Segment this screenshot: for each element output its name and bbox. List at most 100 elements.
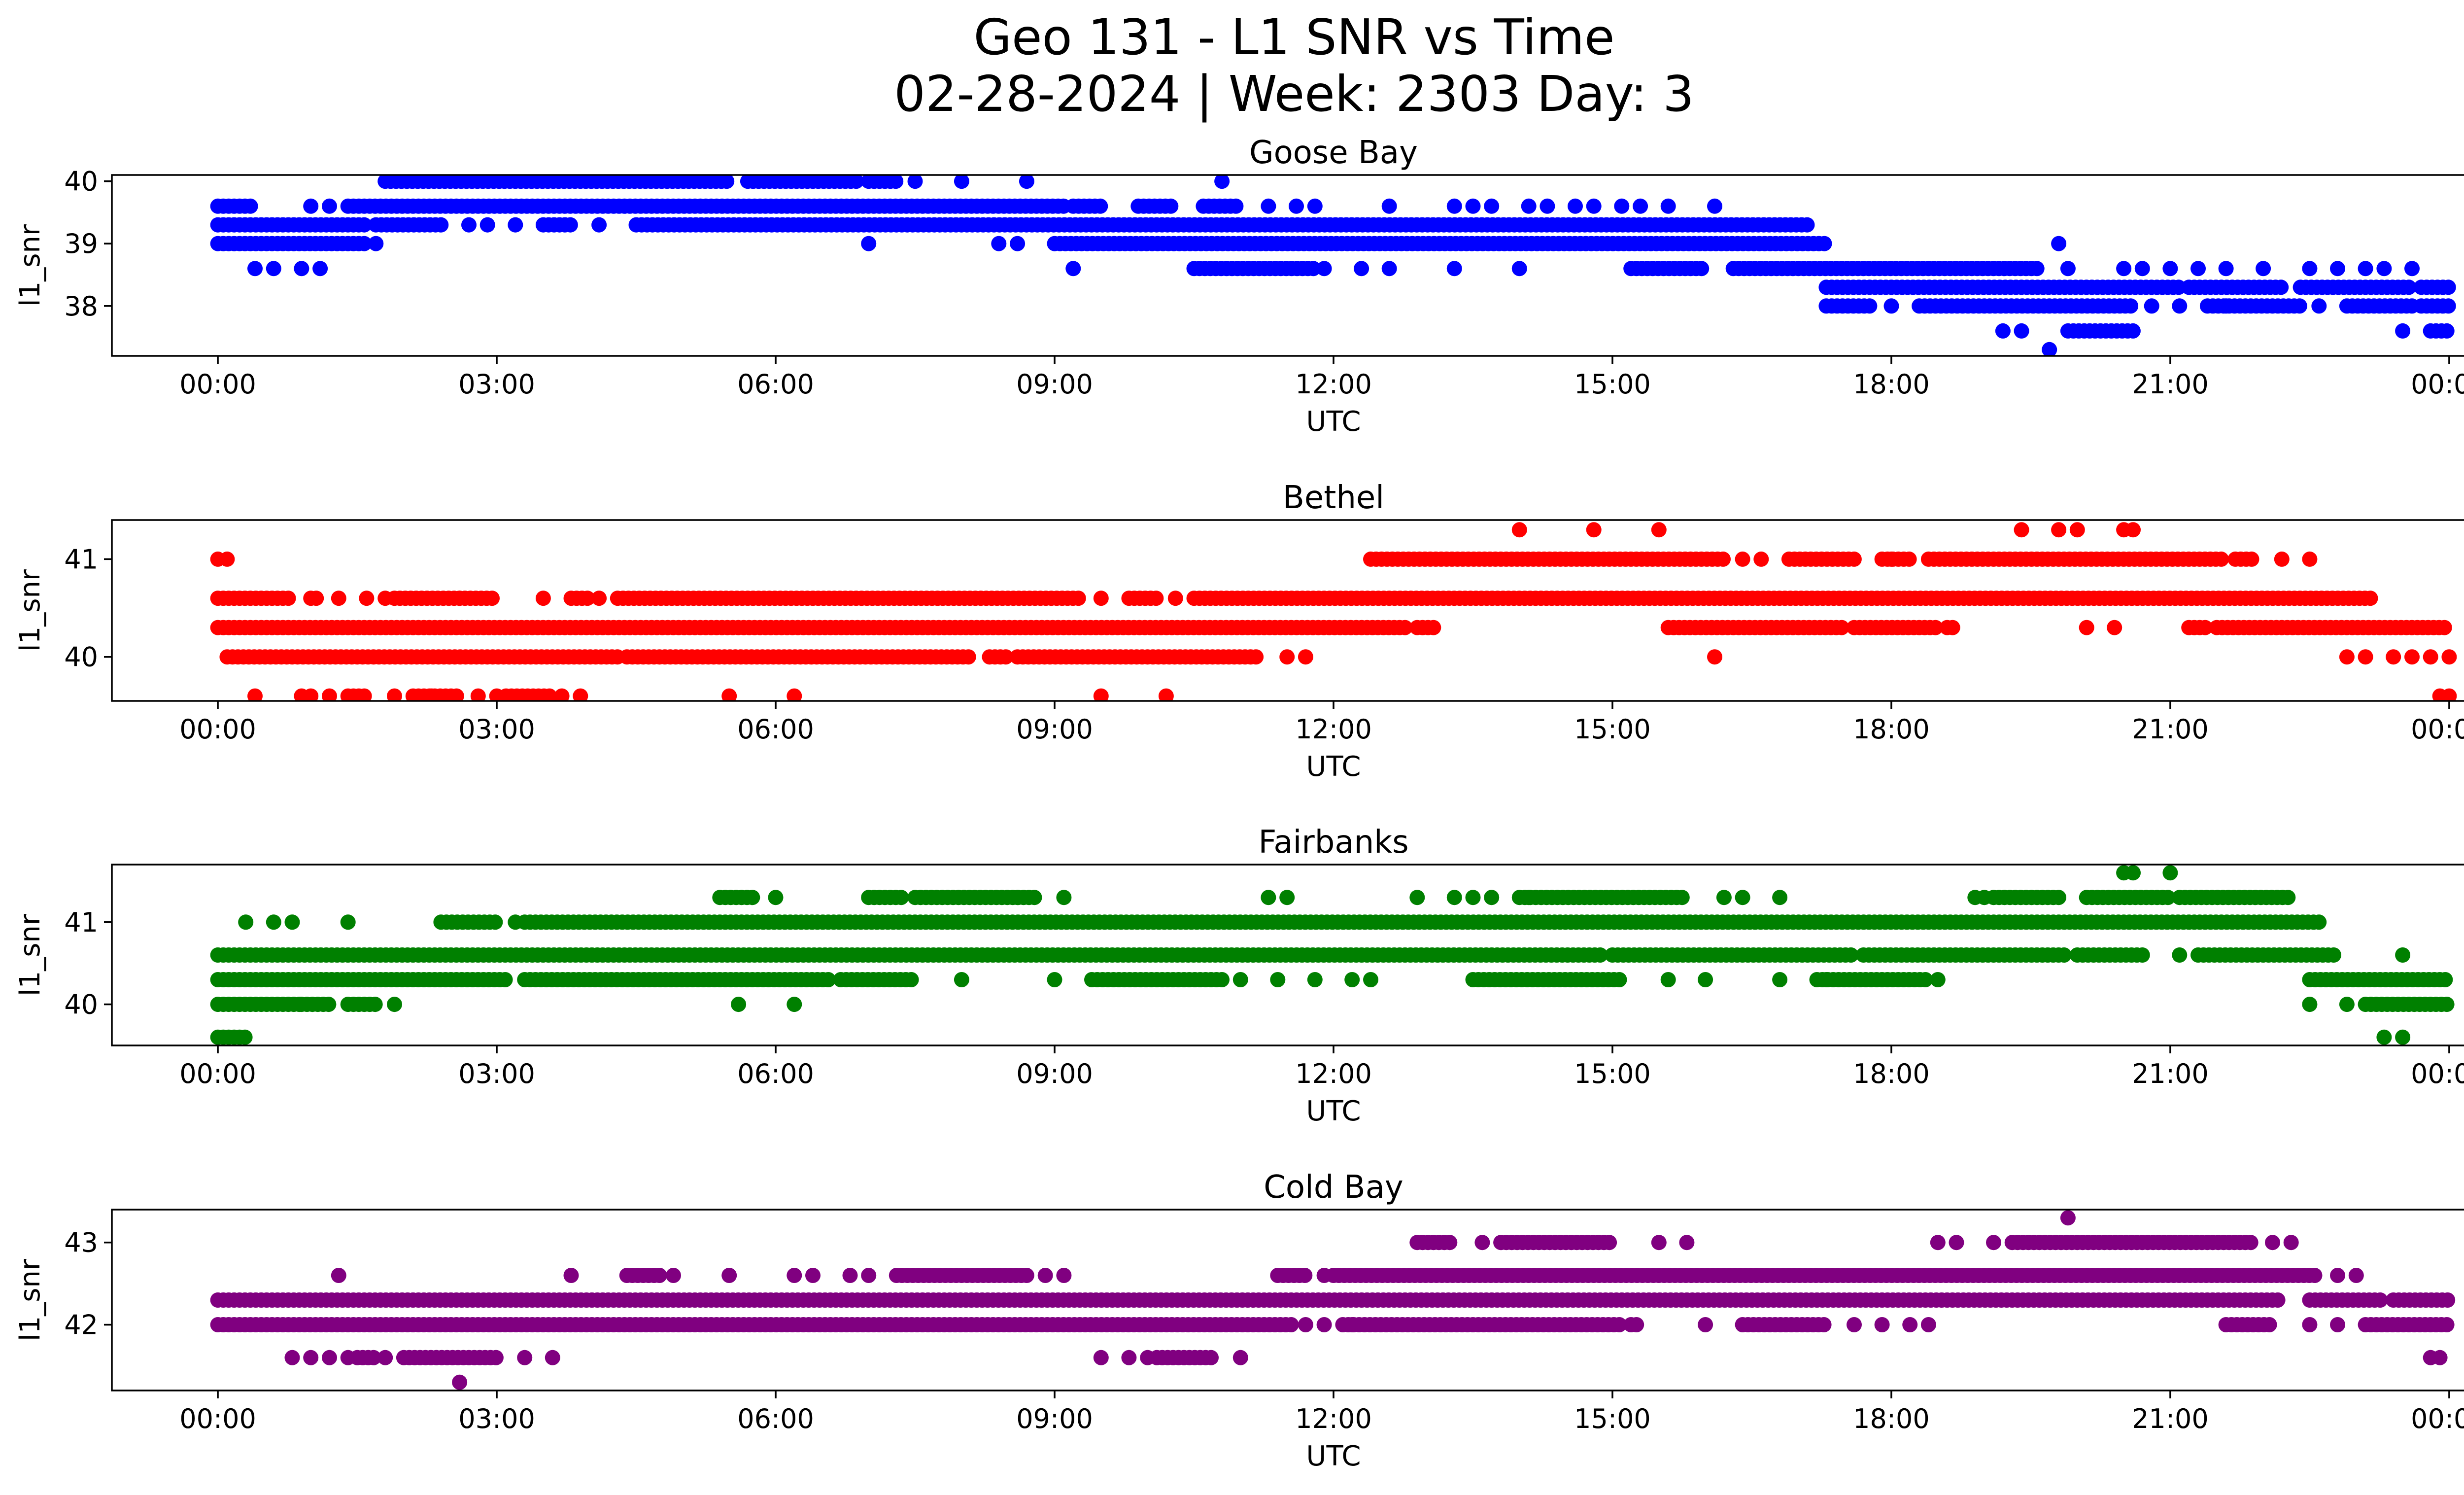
data-point [1902, 1317, 1918, 1332]
data-point [1019, 1268, 1034, 1283]
data-point [1214, 972, 1230, 987]
data-point [2372, 1292, 2388, 1308]
data-point [479, 217, 495, 233]
data-point [1316, 1268, 1332, 1283]
x-tick-label: 00:00 [2411, 369, 2464, 400]
data-point [731, 997, 747, 1012]
data-point [1442, 1235, 1458, 1251]
data-point [893, 890, 909, 905]
data-point [1056, 1268, 1072, 1283]
data-point [1465, 890, 1481, 905]
data-point [1093, 198, 1108, 214]
data-point [842, 1268, 858, 1283]
data-point [2029, 261, 2045, 277]
data-point [580, 591, 595, 606]
data-point [1511, 261, 1527, 277]
data-point [1735, 551, 1750, 567]
data-point [1799, 217, 1815, 233]
data-point [322, 1350, 337, 1365]
data-point [768, 890, 784, 905]
data-point [1995, 323, 2011, 339]
data-point [1949, 1235, 1964, 1251]
data-point [508, 914, 523, 930]
data-point [356, 236, 372, 251]
data-point [2404, 261, 2420, 277]
data-point [2162, 865, 2178, 881]
data-point [387, 688, 402, 701]
data-point [487, 914, 503, 930]
data-point [2330, 261, 2345, 277]
data-point [308, 591, 324, 606]
data-point [535, 591, 551, 606]
data-point [321, 997, 337, 1012]
data-point [1203, 1350, 1219, 1365]
x-axis-label: UTC [1306, 406, 1361, 438]
data-point [2439, 323, 2455, 339]
data-point [424, 688, 440, 701]
data-point [1270, 972, 1286, 987]
data-point [1698, 1317, 1713, 1332]
data-point [2280, 890, 2296, 905]
data-point [2436, 620, 2452, 635]
y-tick-label: 41 [64, 544, 98, 575]
data-point [461, 217, 477, 233]
data-point [1862, 298, 1878, 314]
data-point [2386, 649, 2401, 665]
data-point [448, 688, 464, 701]
y-tick-label: 42 [64, 1310, 98, 1341]
x-tick-label: 06:00 [737, 714, 814, 745]
data-point [356, 688, 372, 701]
data-point [322, 198, 337, 214]
x-tick-label: 21:00 [2132, 1403, 2209, 1434]
data-point [1816, 1317, 1832, 1332]
data-point [1633, 198, 1648, 214]
data-point [1651, 522, 1667, 538]
data-point [1883, 298, 1899, 314]
data-point [1660, 198, 1676, 214]
x-tick-label: 00:00 [179, 1403, 256, 1434]
x-tick-label: 15:00 [1574, 369, 1651, 400]
data-point [2265, 1235, 2280, 1251]
x-tick-label: 03:00 [458, 1403, 535, 1434]
data-point [545, 1350, 560, 1365]
data-point [1248, 649, 1264, 665]
data-point [470, 688, 486, 701]
data-point [366, 1350, 381, 1365]
data-point [1065, 261, 1081, 277]
data-point [2107, 620, 2122, 635]
data-point [2441, 649, 2457, 665]
data-point [1611, 972, 1627, 987]
data-point [2123, 298, 2139, 314]
data-point [2060, 261, 2076, 277]
x-tick-label: 15:00 [1574, 714, 1651, 745]
data-point [266, 914, 281, 930]
y-tick-label: 43 [64, 1227, 98, 1258]
x-tick-label: 06:00 [737, 369, 814, 400]
data-point [563, 1268, 579, 1283]
y-tick-label: 40 [64, 166, 98, 197]
x-tick-label: 00:00 [179, 1058, 256, 1089]
data-point [2330, 1317, 2345, 1332]
data-point [1316, 1317, 1332, 1332]
data-point [2051, 236, 2067, 251]
y-tick-label: 40 [64, 642, 98, 673]
panel-title-cold-bay: Cold Bay [1264, 1169, 1403, 1206]
data-point [2197, 620, 2213, 635]
data-point [1446, 198, 1462, 214]
panel-goose-bay: Goose Bay 00:00 03:00 06:00 09:00 12:00 15:00 1… [14, 135, 2464, 438]
data-point [303, 1350, 319, 1365]
data-point [1674, 890, 1690, 905]
x-tick-label: 00:00 [179, 369, 256, 400]
data-point [2125, 865, 2141, 881]
data-point [294, 261, 309, 277]
data-point [1232, 1350, 1248, 1365]
data-point [960, 649, 976, 665]
data-point [1158, 688, 1174, 701]
data-point [1602, 1235, 1617, 1251]
data-point [367, 997, 383, 1012]
data-point [1363, 972, 1378, 987]
x-tick-label: 15:00 [1574, 1403, 1651, 1434]
x-tick-label: 09:00 [1016, 369, 1093, 400]
data-point [2358, 261, 2373, 277]
